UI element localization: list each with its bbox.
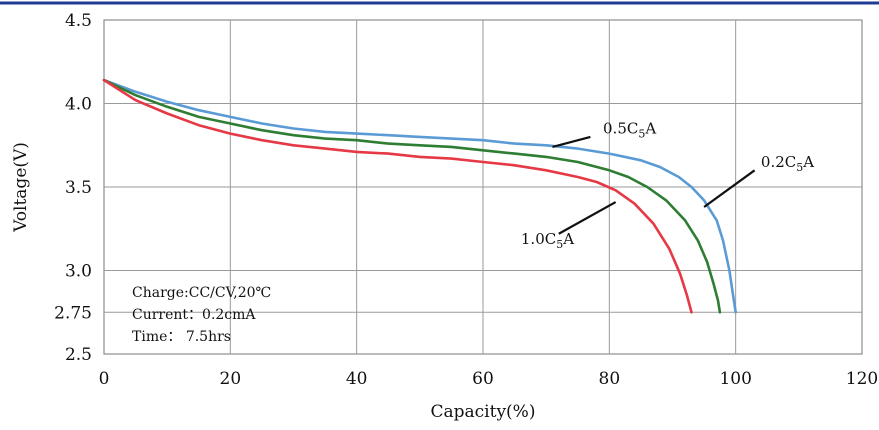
note-time: Time： 7.5hrs — [132, 329, 231, 345]
tick-labels: 0 20 40 60 80 100 120 2.5 2.75 3.0 3.5 4.0 4.5 — [54, 11, 878, 389]
y-tick-label: 2.75 — [54, 303, 92, 323]
series-leader-1 — [703, 169, 756, 208]
x-axis-title: Capacity(%) — [431, 402, 536, 422]
y-tick-label: 3.0 — [65, 262, 92, 282]
series-line-2 — [102, 78, 693, 314]
x-tick-label: 20 — [220, 369, 242, 389]
series-label-2: 1.0C5A — [521, 230, 574, 251]
series-label-tail: A — [562, 230, 574, 248]
series-line-0 — [102, 78, 737, 314]
y-axis-title: Voltage(V) — [11, 142, 31, 233]
series-leader-0 — [552, 135, 591, 148]
series-label-sub: 5 — [556, 238, 563, 251]
series-leader-2 — [558, 201, 617, 235]
series-label-1: 0.2C5A — [761, 153, 814, 174]
series-label-main: 0.5C — [603, 120, 638, 138]
note-charge: Charge:CC/CV,20℃ — [132, 285, 271, 301]
x-tick-label: 120 — [846, 369, 878, 389]
y-tick-label: 4.5 — [65, 11, 92, 31]
series-line-1 — [102, 78, 722, 314]
x-tick-label: 100 — [719, 369, 751, 389]
series-label-main: 0.2C — [761, 153, 796, 171]
series-label-main: 1.0C — [521, 230, 556, 248]
x-tick-label: 80 — [599, 369, 621, 389]
x-tick-label: 40 — [346, 369, 368, 389]
series-label-tail: A — [802, 153, 814, 171]
y-tick-label: 2.5 — [65, 345, 92, 365]
series-label-0: 0.5C5A — [603, 120, 656, 141]
note-current: Current：0.2cmA — [132, 307, 256, 323]
y-tick-label: 3.5 — [65, 178, 92, 198]
y-tick-label: 4.0 — [65, 95, 92, 115]
test-conditions: Charge:CC/CV,20℃ Current：0.2cmA Time： 7.… — [132, 285, 271, 345]
series-label-tail: A — [644, 120, 656, 138]
series-label-sub: 5 — [796, 161, 803, 174]
series-layer — [102, 78, 737, 314]
x-tick-label: 60 — [472, 369, 494, 389]
series-label-sub: 5 — [638, 128, 645, 141]
x-tick-label: 0 — [99, 369, 110, 389]
